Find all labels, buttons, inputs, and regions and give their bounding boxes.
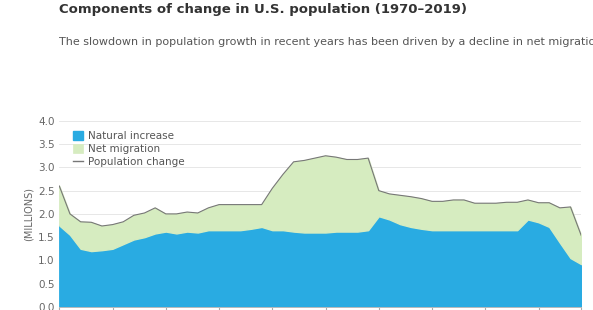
Legend: Natural increase, Net migration, Population change: Natural increase, Net migration, Populat… bbox=[70, 128, 188, 171]
Text: The slowdown in population growth in recent years has been driven by a decline i: The slowdown in population growth in rec… bbox=[59, 37, 593, 47]
Y-axis label: (MILLIONS): (MILLIONS) bbox=[24, 187, 34, 241]
Text: Components of change in U.S. population (1970–2019): Components of change in U.S. population … bbox=[59, 3, 467, 16]
